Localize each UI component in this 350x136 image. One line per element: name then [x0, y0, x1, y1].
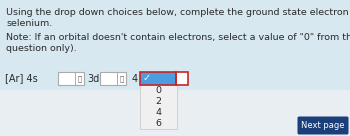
Text: 6: 6 [155, 119, 161, 128]
Bar [176, 72, 188, 85]
Text: ⬥: ⬥ [119, 75, 124, 82]
Text: question only).: question only). [6, 44, 77, 53]
Bar [0, 0, 350, 90]
Text: 2: 2 [155, 97, 161, 106]
Bar [58, 72, 84, 85]
Text: Using the drop down choices below, complete the ground state electron configurat: Using the drop down choices below, compl… [6, 8, 350, 17]
Bar [100, 72, 126, 85]
Text: 4: 4 [155, 108, 161, 117]
Text: selenium.: selenium. [6, 19, 52, 28]
Text: ✓: ✓ [143, 73, 151, 84]
Text: 4: 4 [132, 73, 138, 84]
Bar [0, 90, 350, 136]
Text: 0: 0 [155, 86, 161, 95]
Text: 3d: 3d [87, 73, 99, 84]
Text: ⬥: ⬥ [77, 75, 82, 82]
Text: Note: If an orbital doesn't contain electrons, select a value of "0" from the li: Note: If an orbital doesn't contain elec… [6, 33, 350, 42]
Bar [140, 85, 177, 129]
Text: [Ar] 4s: [Ar] 4s [5, 73, 38, 84]
Bar [140, 72, 176, 85]
FancyBboxPatch shape [298, 117, 349, 135]
Text: Next page: Next page [301, 121, 345, 130]
Bar [140, 72, 176, 85]
